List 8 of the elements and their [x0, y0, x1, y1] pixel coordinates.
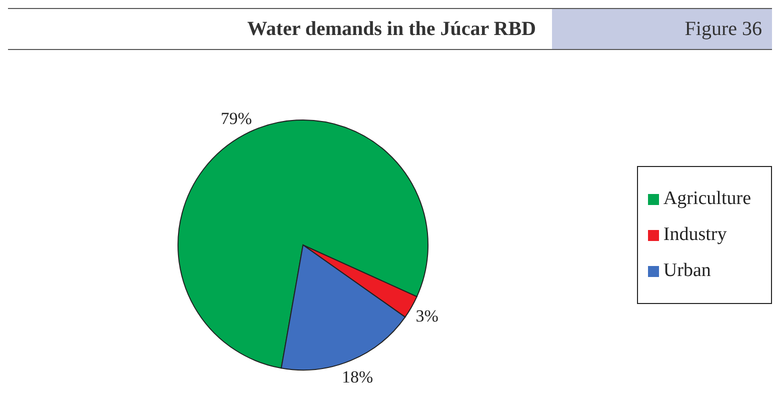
data-label: 79% [220, 109, 252, 128]
data-label: 18% [342, 368, 374, 387]
data-label: 3% [416, 306, 438, 326]
legend-label: Industry [663, 224, 727, 245]
legend-label: Urban [663, 260, 711, 281]
legend-label: Agriculture [663, 188, 751, 209]
chart-title: Water demands in the Júcar RBD [246, 18, 537, 40]
chart-subtitle: Figure 36 [552, 9, 772, 49]
